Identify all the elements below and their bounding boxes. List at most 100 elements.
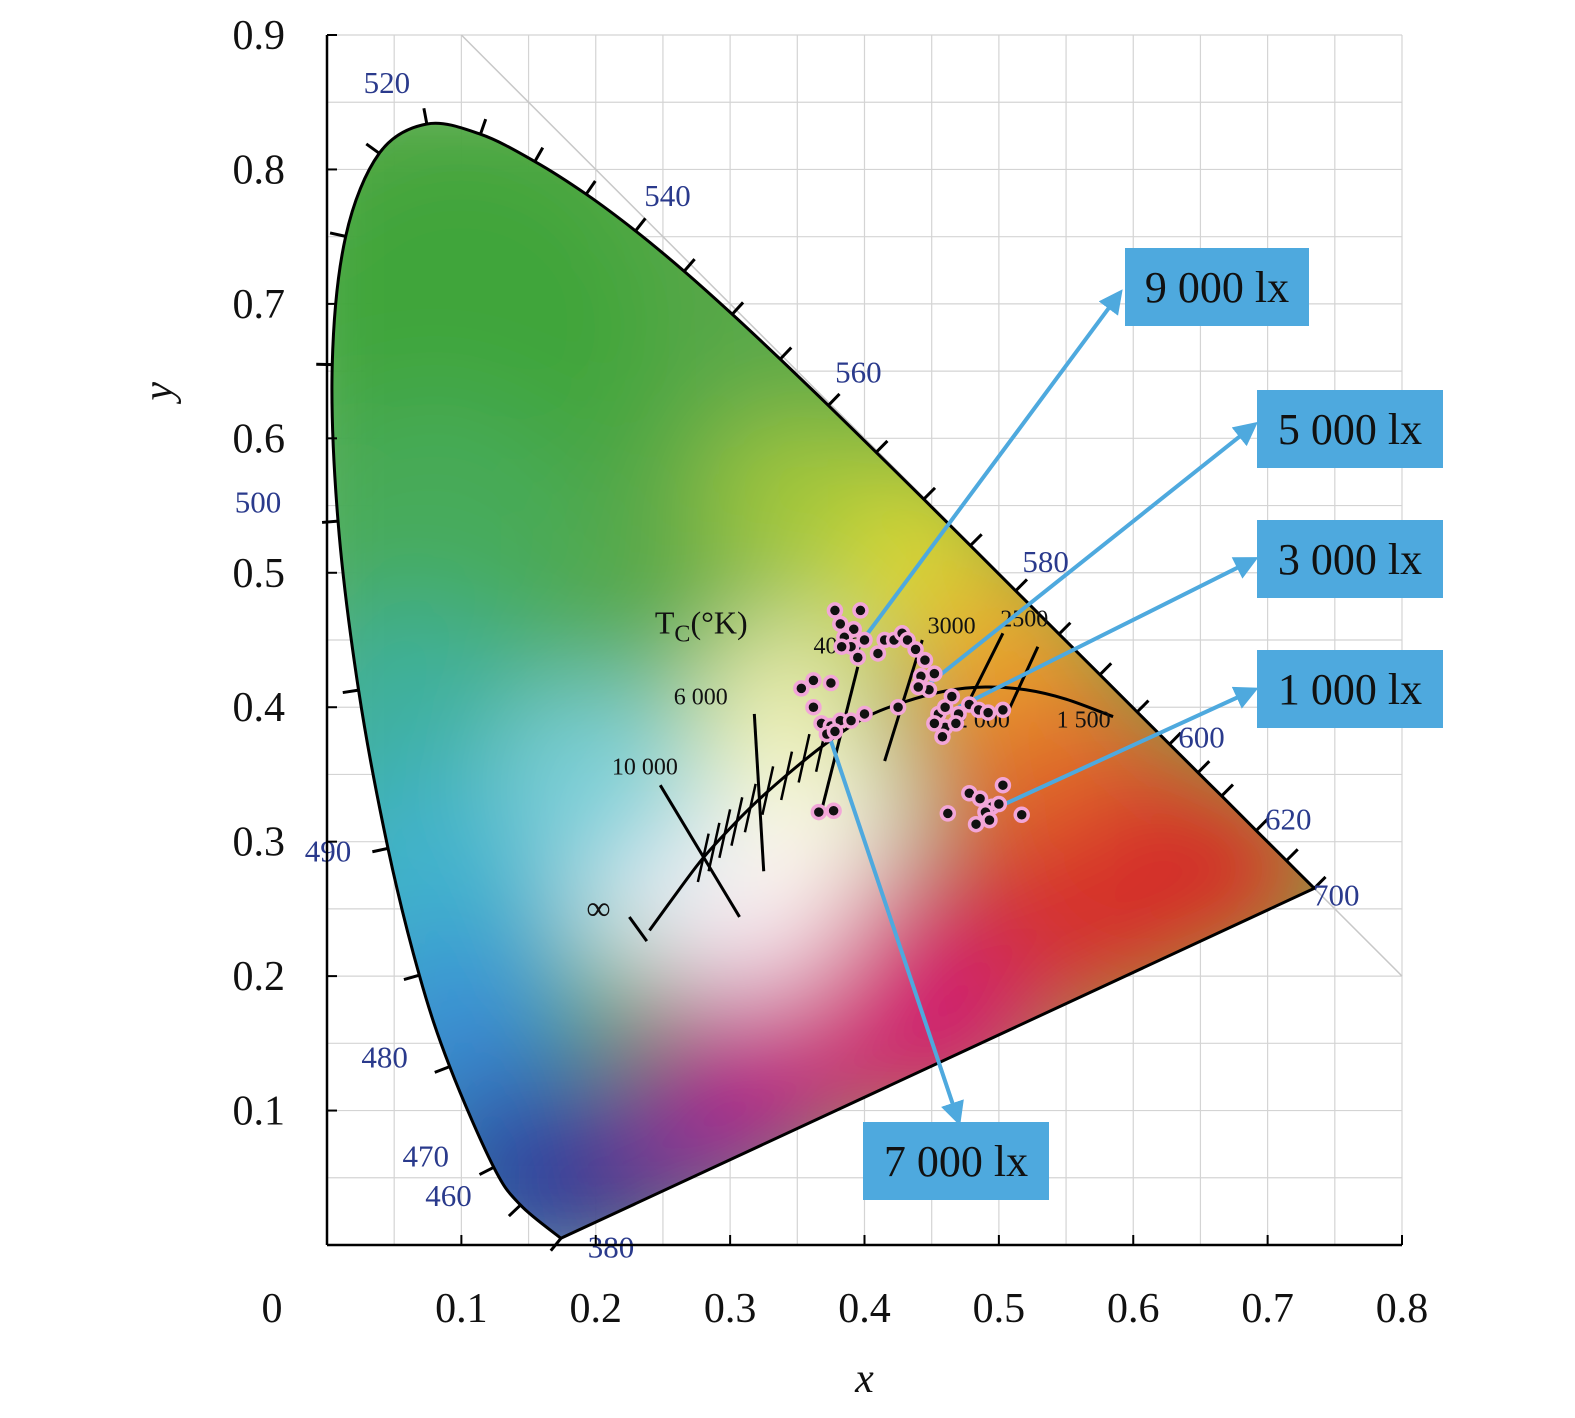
cct-title-sub: C xyxy=(674,621,690,647)
locus-tick xyxy=(1220,783,1235,798)
locus-tick xyxy=(422,108,429,125)
data-point xyxy=(934,728,951,746)
data-point xyxy=(994,776,1012,794)
data-point xyxy=(793,680,810,697)
x-tick-label: 0.3 xyxy=(704,1286,757,1332)
y-tick-label: 0.9 xyxy=(233,13,286,59)
data-point xyxy=(826,602,844,619)
data-point xyxy=(869,645,887,662)
locus-tick xyxy=(1168,731,1182,746)
data-point xyxy=(826,723,844,740)
annotation-box xyxy=(1257,520,1443,598)
locus-tick xyxy=(321,519,339,524)
cct-label: 1 500 xyxy=(1057,707,1111,733)
locus-tick xyxy=(731,301,745,316)
planckian-curve xyxy=(648,685,1114,932)
locus-tick xyxy=(875,439,889,454)
locus-tick xyxy=(683,258,696,273)
isotemperature-line xyxy=(658,784,741,918)
x-tick-label: 0.5 xyxy=(973,1286,1026,1332)
y-tick-label: 0.4 xyxy=(233,685,286,731)
annotation-box xyxy=(1125,248,1309,326)
cct-label: 3000 xyxy=(928,613,976,639)
locus-tick xyxy=(342,688,359,695)
annotation-box xyxy=(863,1122,1049,1200)
locus-tick xyxy=(365,142,381,155)
annotation-label: 5 000 lx xyxy=(1278,405,1422,454)
y-tick-labels: 0.1 0.2 0.3 0.4 0.5 0.6 0.7 0.8 0.9 xyxy=(233,13,286,1135)
planckian-tick xyxy=(743,783,757,833)
planckian-tick xyxy=(761,766,775,816)
locus-tick xyxy=(779,346,793,361)
data-point xyxy=(889,698,907,716)
planckian-tick xyxy=(707,822,721,872)
y-tick-label: 0.3 xyxy=(233,820,286,866)
locus-tick xyxy=(533,146,545,163)
annotation-label: 7 000 lx xyxy=(884,1137,1028,1186)
data-point xyxy=(810,803,828,821)
wavelength-label: 460 xyxy=(425,1178,472,1213)
annotation-arrows xyxy=(829,289,1259,1126)
data-point xyxy=(979,704,997,721)
data-point xyxy=(971,790,989,807)
data-point xyxy=(856,631,873,649)
data-point xyxy=(910,678,927,696)
data-point xyxy=(907,641,924,658)
locus-tick xyxy=(584,180,597,196)
y-tick-label: 0.6 xyxy=(233,416,286,462)
locus-tick xyxy=(969,533,983,547)
data-points xyxy=(793,602,1030,833)
x-tick-label: 0.4 xyxy=(838,1286,891,1332)
annotation-arrow xyxy=(923,421,1258,689)
isotemperature-line xyxy=(752,713,766,872)
wavelength-label: 380 xyxy=(588,1229,635,1264)
y-tick-label: 0.2 xyxy=(233,954,286,1000)
wavelength-label: 480 xyxy=(361,1040,408,1075)
locus-tick xyxy=(329,231,347,238)
annotation-box xyxy=(1257,650,1443,728)
locus-tick xyxy=(827,392,841,407)
color-blob xyxy=(693,617,874,798)
annotation-boxes: 9 000 lx 5 000 lx 3 000 lx 1 000 lx 7 000 lx xyxy=(863,248,1443,1200)
data-point xyxy=(805,698,822,716)
annotation-arrow xyxy=(829,740,964,1126)
infinity-label: ∞ xyxy=(586,891,610,928)
locus-tick xyxy=(403,973,420,981)
wavelength-label: 580 xyxy=(1022,544,1069,579)
locus-tick xyxy=(434,1065,451,1074)
cct-title-unit: (°K) xyxy=(690,604,747,640)
annotation-arrow xyxy=(957,557,1259,710)
locus-tick xyxy=(922,486,937,501)
cct-title: TC(°K) xyxy=(655,604,748,647)
data-point xyxy=(939,805,957,822)
wavelength-label: 560 xyxy=(835,355,882,390)
planckian-tick xyxy=(797,733,811,783)
data-point xyxy=(825,802,842,819)
annotation-label: 3 000 lx xyxy=(1278,535,1422,584)
annotation-box xyxy=(1257,390,1443,468)
x-tick-label: 0.6 xyxy=(1107,1286,1160,1332)
data-point xyxy=(856,705,873,723)
locus-tick xyxy=(1136,699,1150,713)
locus-tick xyxy=(479,118,488,135)
x-tick-label: 0.2 xyxy=(570,1286,623,1332)
color-blob xyxy=(707,415,888,596)
axes xyxy=(325,34,1403,1247)
cct-label: 10 000 xyxy=(612,754,678,780)
data-point xyxy=(916,651,934,669)
data-point xyxy=(833,638,850,655)
wavelength-label: 470 xyxy=(403,1138,450,1173)
data-point xyxy=(842,712,860,729)
wavelength-labels: 380460470480490500520540560580600620700 xyxy=(235,65,1360,1264)
wavelength-label: 700 xyxy=(1313,877,1360,912)
x-tick-labels: 0 0.1 0.2 0.3 0.4 0.5 0.6 0.7 0.8 xyxy=(262,1286,1429,1332)
annotation-label: 9 000 lx xyxy=(1145,263,1289,312)
wavelength-label: 500 xyxy=(235,484,282,519)
y-tick-label: 0.1 xyxy=(233,1089,286,1135)
y-tick-label: 0.5 xyxy=(233,551,286,597)
locus-tick xyxy=(1196,760,1211,774)
data-point xyxy=(943,688,961,705)
x-tick-label: 0 xyxy=(262,1286,283,1332)
y-tick-label: 0.8 xyxy=(233,147,286,193)
